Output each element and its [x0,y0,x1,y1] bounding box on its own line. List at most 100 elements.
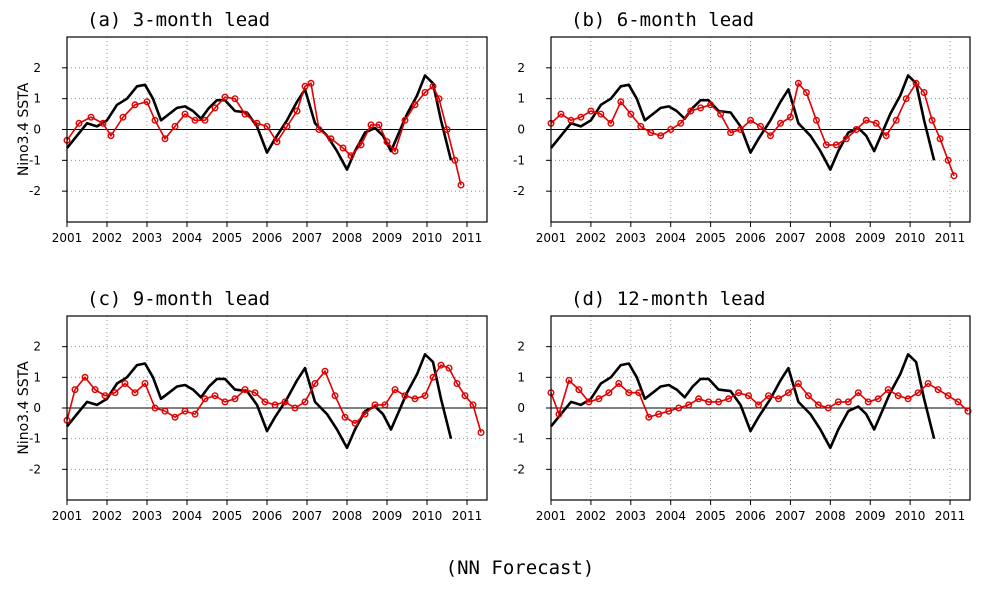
y-tick-label: -2 [29,184,41,198]
x-tick-label: 2003 [132,231,163,245]
x-tick-label: 2003 [616,509,647,523]
forecast-point [777,119,785,127]
forecast-point [677,119,685,127]
forecast-point [351,419,359,427]
forecast-point [253,119,261,127]
x-tick-label: 2007 [775,509,806,523]
forecast-point [936,135,944,143]
forecast-point [231,95,239,103]
forecast-point [435,95,443,103]
forecast-point [221,93,229,101]
forecast-point [565,376,573,384]
forecast-point [411,395,419,403]
x-tick-label: 2008 [815,509,846,523]
forecast-point [201,395,209,403]
forecast-point [655,410,663,418]
y-tick-label: -1 [513,153,525,167]
panel-title: (a) 3-month lead [87,9,270,31]
x-tick-label: 2007 [775,231,806,245]
forecast-point [181,407,189,415]
x-tick-label: 2005 [212,509,243,523]
x-tick-label: 2011 [452,509,483,523]
forecast-point [401,116,409,124]
forecast-point [862,116,870,124]
forecast-point [892,116,900,124]
panel-3: 2001 2002 2003 2004 2005 2006 2007 2008 2009 2010… [513,288,972,523]
forecast-point [339,144,347,152]
forecast-point [101,392,109,400]
forecast-point [894,392,902,400]
y-tick-label: -2 [29,462,41,476]
y-tick-label: 1 [517,92,525,106]
x-tick-label: 2008 [332,231,363,245]
x-tick-label: 2006 [252,231,283,245]
forecast-point [697,104,705,112]
forecast-point [283,122,291,130]
forecast-point [201,116,209,124]
x-tick-label: 2006 [735,231,766,245]
panel-2: 2001 2002 2003 2004 2005 2006 2007 2008 2009 2010… [16,288,488,523]
forecast-point [429,373,437,381]
y-tick-label: 1 [517,370,525,384]
forecast-point [687,107,695,115]
x-tick-label: 2009 [855,231,886,245]
panel-1: 2001 2002 2003 2004 2005 2006 2007 2008 2009 2010… [513,9,971,245]
forecast-point [924,380,932,388]
forecast-point [281,398,289,406]
forecast-point [635,389,643,397]
forecast-point [171,413,179,421]
forecast-point [737,125,745,133]
forecast-point [445,364,453,372]
forecast-point [715,398,723,406]
y-tick-label: 1 [33,92,41,106]
forecast-point [812,116,820,124]
y-tick-label: 0 [33,123,41,137]
x-tick-label: 2004 [172,509,203,523]
forecast-point [745,392,753,400]
x-tick-label: 2002 [92,231,123,245]
x-tick-label: 2008 [332,509,363,523]
y-tick-label: -2 [513,184,525,198]
forecast-point [181,110,189,118]
forecast-point [794,380,802,388]
forecast-point [161,407,169,415]
forecast-point [429,82,437,90]
forecast-point [872,119,880,127]
figure-caption: (NN Forecast) [446,557,595,579]
forecast-point [904,395,912,403]
forecast-point [832,141,840,149]
x-tick-label: 2004 [655,231,686,245]
x-tick-label: 2010 [412,231,443,245]
forecast-point [852,125,860,133]
x-tick-label: 2006 [252,509,283,523]
forecast-point [647,129,655,137]
forecast-point [461,392,469,400]
forecast-point [747,116,755,124]
forecast-point [567,116,575,124]
forecast-point [191,116,199,124]
forecast-point [457,181,465,189]
forecast-point [657,132,665,140]
forecast-point [99,119,107,127]
x-tick-label: 2005 [695,231,726,245]
forecast-point [794,79,802,87]
x-tick-label: 2001 [536,231,567,245]
x-tick-label: 2009 [372,231,403,245]
forecast-point [291,404,299,412]
x-tick-label: 2004 [172,231,203,245]
forecast-point [361,410,369,418]
forecast-point [637,122,645,130]
forecast-point [627,110,635,118]
forecast-point [944,156,952,164]
forecast-point [307,79,315,87]
forecast-point [341,413,349,421]
forecast-point [615,380,623,388]
forecast-point [391,386,399,394]
x-tick-label: 2007 [292,509,323,523]
forecast-point [451,156,459,164]
forecast-point [814,401,822,409]
forecast-point [874,395,882,403]
forecast-point [557,110,565,118]
forecast-point [311,380,319,388]
x-tick-label: 2011 [935,231,966,245]
